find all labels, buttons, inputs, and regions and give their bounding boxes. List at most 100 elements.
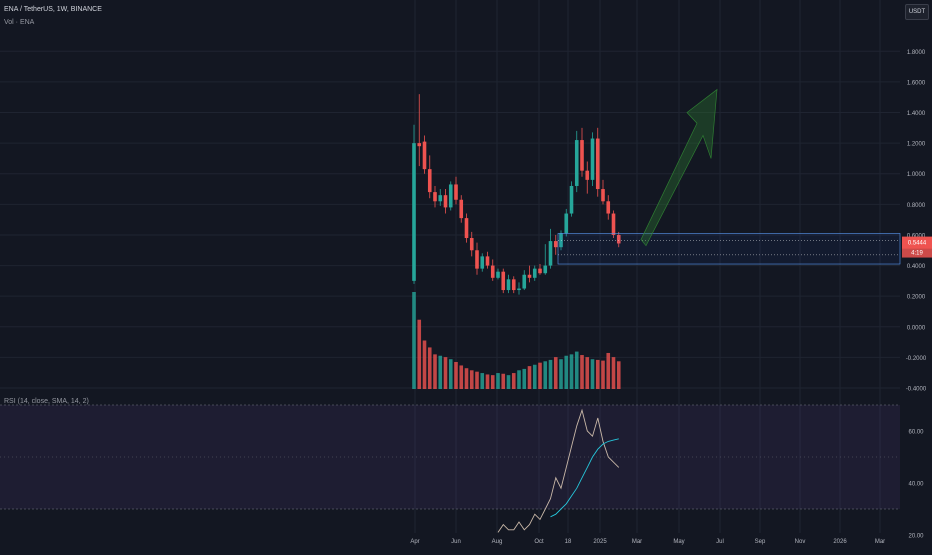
countdown-label: 4:19 xyxy=(911,251,923,257)
volume-bar xyxy=(433,354,437,389)
candle-body xyxy=(590,138,595,180)
forecast-arrow xyxy=(640,88,718,247)
x-tick-label: Apr xyxy=(410,539,419,545)
current-price-label: 0.5444 xyxy=(908,241,927,247)
candle-body xyxy=(448,184,453,208)
candle-body xyxy=(443,195,448,208)
volume-bar xyxy=(564,355,569,389)
y-tick-label: 1.8000 xyxy=(907,50,926,56)
rsi-tick-label: 20.00 xyxy=(908,534,924,540)
rsi-tick-label: 40.00 xyxy=(908,482,924,488)
candle-body xyxy=(522,274,527,289)
volume-legend: Vol · ENA xyxy=(4,19,35,26)
candle-body xyxy=(527,274,532,278)
volume-bar xyxy=(538,362,542,389)
candle-body xyxy=(490,265,495,278)
candle-body xyxy=(480,256,485,269)
x-tick-label: Sep xyxy=(755,539,766,545)
volume-bar xyxy=(511,373,516,389)
volume-bar xyxy=(412,292,416,389)
volume-bar xyxy=(506,375,511,389)
y-tick-label: 1.2000 xyxy=(907,142,926,148)
candle-body xyxy=(454,184,458,200)
volume-bar xyxy=(585,357,590,389)
candle-body xyxy=(464,218,469,239)
candle-body xyxy=(548,241,553,266)
rsi-ma-line xyxy=(550,438,619,518)
volume-bar xyxy=(559,359,563,389)
y-tick-label: -0.2000 xyxy=(906,356,927,362)
volume-bar xyxy=(501,373,506,389)
axis-labels: 1.8000 1.6000 1.4000 1.2000 1.0000 0.8000 0.60… xyxy=(410,50,932,545)
volume-bar xyxy=(475,371,479,389)
candle-body xyxy=(543,265,548,274)
volume-bar xyxy=(595,359,600,389)
volume-bar xyxy=(459,365,464,389)
candle-body xyxy=(501,271,506,291)
volume-bar xyxy=(454,361,458,389)
volume-bar xyxy=(448,359,453,389)
x-tick-label: 2025 xyxy=(593,539,607,545)
volume-bar xyxy=(496,373,500,389)
rsi-band-fill xyxy=(0,405,900,509)
candle-body xyxy=(506,279,511,291)
volume-bar xyxy=(485,374,490,389)
x-tick-label: May xyxy=(673,539,684,545)
volume-bar xyxy=(611,357,616,389)
volume-bar xyxy=(464,368,469,389)
volume-bar xyxy=(527,366,532,389)
candle-body xyxy=(422,141,427,170)
volume-bar xyxy=(543,361,548,389)
rsi-legend: RSI (14, close, SMA, 14, 2) xyxy=(4,398,89,405)
candle-body xyxy=(580,140,584,171)
candle-body xyxy=(469,238,474,251)
current-price-tag xyxy=(902,236,932,249)
symbol-legend: ENA / TetherUS, 1W, BINANCE xyxy=(4,6,102,13)
support-box[interactable] xyxy=(557,233,901,265)
volume-bar xyxy=(469,370,474,389)
x-tick-label: Aug xyxy=(492,539,503,545)
y-tick-label: -0.4000 xyxy=(906,387,927,393)
rsi-tick-label: 60.00 xyxy=(908,430,924,436)
candle-body xyxy=(438,195,443,202)
volume-bar xyxy=(574,351,579,389)
candle-body xyxy=(606,201,611,214)
volume-bars xyxy=(412,292,621,389)
volume-bar xyxy=(616,361,621,389)
volume-bar xyxy=(490,375,495,389)
candle-body xyxy=(601,189,605,202)
candle-body xyxy=(616,234,621,244)
volume-bar xyxy=(417,319,422,389)
currency-button[interactable]: USDT xyxy=(905,4,929,20)
candle-body xyxy=(553,241,558,248)
volume-bar xyxy=(580,355,584,389)
y-tick-label: 0.6000 xyxy=(907,233,926,239)
support-zone xyxy=(557,233,901,265)
volume-bar xyxy=(532,364,537,389)
candle-body xyxy=(485,256,490,266)
candle-body xyxy=(538,268,542,274)
candle-body xyxy=(517,288,521,291)
x-tick-label: Jun xyxy=(451,539,461,545)
countdown-tag xyxy=(902,247,932,258)
y-tick-label: 0.8000 xyxy=(907,203,926,209)
y-tick-label: 1.6000 xyxy=(907,80,926,86)
candles xyxy=(412,94,621,295)
candle-body xyxy=(511,279,516,291)
forecast-arrow-shape[interactable] xyxy=(640,88,718,247)
rsi-lines xyxy=(497,408,620,533)
candle-body xyxy=(496,271,500,278)
candle-body xyxy=(569,185,574,214)
x-tick-label: Mar xyxy=(875,539,885,545)
volume-bar xyxy=(606,352,611,389)
candle-body xyxy=(433,192,437,202)
x-tick-label: Mar xyxy=(632,539,642,545)
candle-body xyxy=(574,140,579,186)
x-tick-label: Jul xyxy=(716,539,724,545)
rsi-line xyxy=(497,408,620,533)
candle-body xyxy=(564,213,569,234)
y-tick-label: 1.0000 xyxy=(907,172,926,178)
volume-bar xyxy=(601,360,605,389)
